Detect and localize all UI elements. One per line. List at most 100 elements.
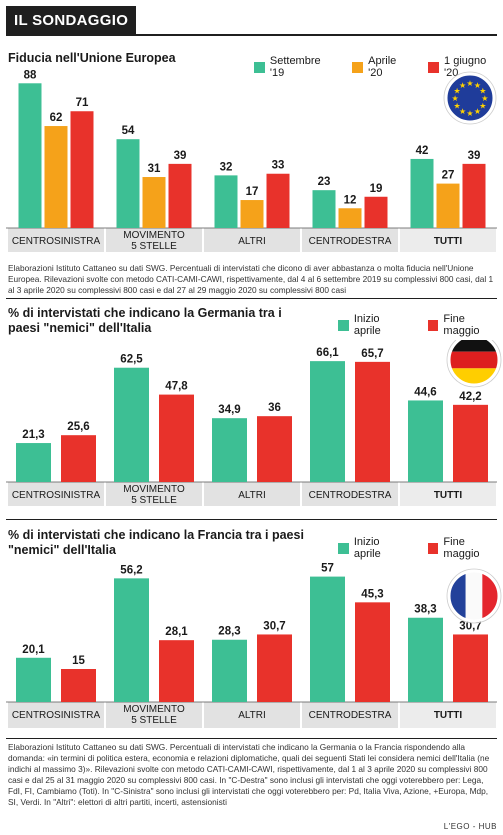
category-label: CENTRODESTRA — [309, 710, 392, 721]
chart1-legend: Settembre '19 Aprile '20 1 giugno '20 — [254, 55, 503, 79]
legend-swatch-orange — [352, 61, 364, 73]
bar — [462, 163, 486, 228]
data-label: 42,2 — [459, 391, 481, 403]
category-band — [106, 482, 202, 506]
chart1-title: Fiducia nell'Unione Europea — [8, 51, 176, 65]
bar — [159, 640, 194, 702]
legend-label: Fine maggio — [443, 536, 480, 560]
legend-label: Inizio aprile — [353, 536, 381, 560]
flag-star: ★ — [474, 107, 481, 116]
data-label: 27 — [442, 170, 455, 182]
data-label: 20,1 — [22, 644, 45, 656]
bar — [61, 435, 96, 482]
bar — [453, 404, 488, 482]
bar — [114, 367, 149, 482]
flag-star: ★ — [474, 81, 481, 90]
page-title: IL SONDAGGIO — [14, 12, 129, 29]
bar — [212, 639, 247, 702]
data-label: 30,7 — [263, 620, 285, 632]
chart2-title: % di intervistati che indicano la German… — [8, 306, 282, 335]
data-label: 12 — [344, 194, 357, 206]
legend-swatch-red — [427, 542, 439, 554]
category-label: 5 STELLE — [131, 495, 177, 506]
data-label: 23 — [318, 176, 331, 188]
chart3-note: Elaborazioni Istituto Cattaneo su dati S… — [8, 742, 490, 807]
flag-star: ★ — [479, 101, 486, 110]
bar — [212, 418, 247, 482]
category-band — [8, 482, 104, 506]
bar — [266, 173, 290, 228]
separator — [6, 298, 497, 299]
separator — [6, 519, 497, 520]
category-label: ALTRI — [238, 710, 266, 721]
flag-outline — [446, 568, 502, 624]
separator — [6, 738, 497, 739]
header-rule — [6, 34, 497, 36]
category-band — [400, 482, 496, 506]
bar — [355, 361, 390, 482]
data-label: 28,3 — [218, 626, 240, 638]
bar — [257, 634, 292, 702]
data-label: 47,8 — [165, 381, 188, 393]
bar — [408, 617, 443, 702]
flag-outline — [446, 340, 502, 388]
data-label: 28,1 — [165, 626, 188, 638]
flag-outline — [443, 71, 497, 125]
category-label: CENTRODESTRA — [309, 490, 392, 501]
chart2-legend: Inizio aprile Fine maggio — [338, 313, 503, 337]
bar — [240, 200, 264, 228]
category-band — [106, 228, 202, 252]
data-label: 15 — [72, 655, 85, 667]
bar — [436, 183, 460, 228]
flag-stripe-white — [465, 571, 483, 621]
category-label: MOVIMENTO — [123, 230, 185, 241]
flag-star: ★ — [479, 87, 486, 96]
category-label: TUTTI — [434, 490, 463, 501]
data-label: 62 — [50, 112, 63, 124]
data-label: 33 — [272, 160, 285, 172]
bar — [410, 158, 434, 228]
data-label: 65,7 — [361, 348, 383, 360]
data-label: 44,6 — [414, 386, 436, 398]
flag-star: ★ — [466, 109, 473, 118]
legend-label: Aprile '20 — [368, 55, 397, 79]
data-label: 25,6 — [67, 421, 89, 433]
bar — [453, 634, 488, 702]
data-label: 30,7 — [459, 620, 481, 632]
bar — [70, 111, 94, 228]
bar — [355, 602, 390, 702]
bar — [159, 394, 194, 482]
legend-label: Inizio aprile — [353, 313, 381, 337]
bar — [257, 416, 292, 482]
category-label: MOVIMENTO — [123, 704, 185, 715]
legend-label: Fine maggio — [443, 313, 480, 337]
bar — [16, 657, 51, 702]
header-box — [6, 6, 136, 34]
bar — [16, 443, 51, 482]
france-flag-icon — [446, 568, 502, 624]
bar — [142, 177, 166, 228]
legend-swatch-green — [254, 61, 265, 73]
flag-ring — [444, 72, 496, 124]
bar — [338, 208, 362, 228]
category-label: ALTRI — [238, 236, 266, 247]
category-label: CENTRODESTRA — [309, 236, 392, 247]
flag-stripe-red — [449, 351, 499, 369]
data-label: 36 — [268, 402, 281, 414]
data-label: 56,2 — [120, 564, 142, 576]
data-label: 42 — [416, 145, 429, 157]
category-label: 5 STELLE — [131, 241, 177, 252]
data-label: 54 — [122, 125, 135, 137]
bar — [312, 190, 336, 228]
flag-stripe-black — [449, 340, 499, 352]
category-label: 5 STELLE — [131, 715, 177, 726]
data-label: 66,1 — [316, 347, 339, 359]
category-label: CENTROSINISTRA — [12, 490, 101, 501]
category-label: MOVIMENTO — [123, 484, 185, 495]
category-band — [400, 228, 496, 252]
flag-star: ★ — [466, 79, 473, 88]
data-label: 34,9 — [218, 404, 240, 416]
bar — [114, 578, 149, 702]
